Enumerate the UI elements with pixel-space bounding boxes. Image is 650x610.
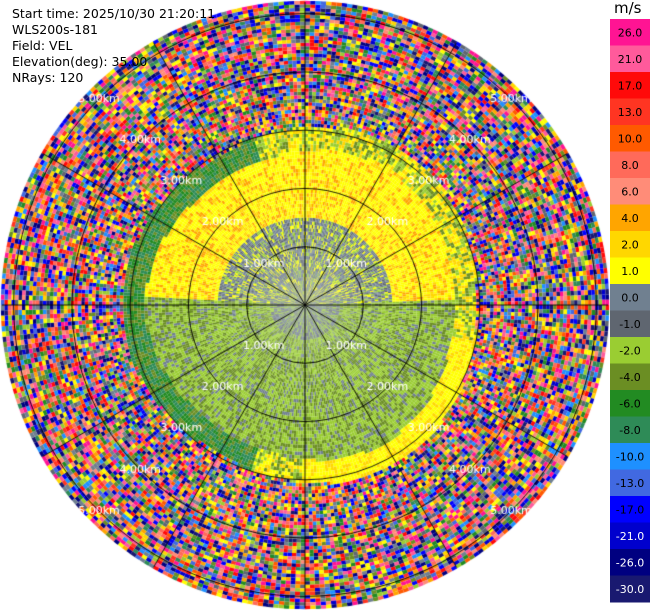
colorbar-cell [610, 496, 650, 523]
start-time-text: Start time: 2025/10/30 21:20:11 [12, 6, 216, 21]
colorbar-cell [610, 443, 650, 470]
colorbar-tick-label: 0.0 [621, 291, 639, 304]
colorbar-unit-label: m/s [614, 0, 642, 17]
colorbar-tick-label: -6.0 [619, 397, 640, 410]
colorbar-tick-label: 8.0 [621, 159, 639, 172]
colorbar-cell [610, 416, 650, 444]
colorbar-tick-label: 2.0 [621, 238, 639, 251]
colorbar-cell [610, 178, 650, 205]
colorbar-cell [610, 469, 650, 497]
colorbar-cell [610, 151, 650, 179]
colorbar-cell [610, 522, 650, 550]
colorbar-cell [610, 72, 650, 99]
colorbar-tick-label: -26.0 [616, 556, 644, 569]
colorbar-cell [610, 310, 650, 338]
field-text: Field: VEL [12, 38, 73, 53]
colorbar-cell [610, 231, 650, 258]
colorbar-tick-label: -13.0 [616, 477, 644, 490]
colorbar-cell [610, 363, 650, 391]
colorbar-cell [610, 98, 650, 126]
colorbar-tick-label: -10.0 [616, 450, 644, 463]
scan-info-block: Start time: 2025/10/30 21:20:11 WLS200s-… [12, 6, 215, 86]
site-name-text: WLS200s-181 [12, 22, 98, 37]
colorbar-cell [610, 45, 650, 73]
colorbar-tick-label: -1.0 [619, 318, 640, 331]
colorbar-tick-label: 17.0 [618, 79, 643, 92]
colorbar-tick-label: 4.0 [621, 212, 639, 225]
colorbar-cell [610, 284, 650, 311]
colorbar-tick-label: -2.0 [619, 344, 640, 357]
colorbar-tick-label: 10.0 [618, 132, 643, 145]
colorbar-cell [610, 125, 650, 152]
colorbar-tick-label: -4.0 [619, 371, 640, 384]
colorbar-cell [610, 19, 650, 46]
colorbar-cell [610, 575, 650, 603]
colorbar-tick-label: -30.0 [616, 583, 644, 596]
radar-ppi-plot [0, 0, 610, 610]
colorbar-tick-label: 21.0 [618, 53, 643, 66]
colorbar-tick-label: -21.0 [616, 530, 644, 543]
elevation-text: Elevation(deg): 35.00 [12, 54, 148, 69]
colorbar-tick-label: 1.0 [621, 265, 639, 278]
colorbar-cell [610, 390, 650, 417]
colorbar-tick-label: -17.0 [616, 503, 644, 516]
colorbar-cell [610, 257, 650, 285]
colorbar-tick-label: 26.0 [618, 26, 643, 39]
velocity-colorbar: 26.0 21.0 17.0 13.0 10.0 8.0 6.0 4.0 2.0 1.0 0.0 -1… [610, 19, 650, 603]
nrays-text: NRays: 120 [12, 70, 84, 85]
colorbar-cell [610, 549, 650, 576]
colorbar-cell [610, 337, 650, 364]
colorbar-tick-label: 13.0 [618, 106, 643, 119]
colorbar-tick-label: -8.0 [619, 424, 640, 437]
colorbar-cell [610, 204, 650, 232]
colorbar-tick-label: 6.0 [621, 185, 639, 198]
